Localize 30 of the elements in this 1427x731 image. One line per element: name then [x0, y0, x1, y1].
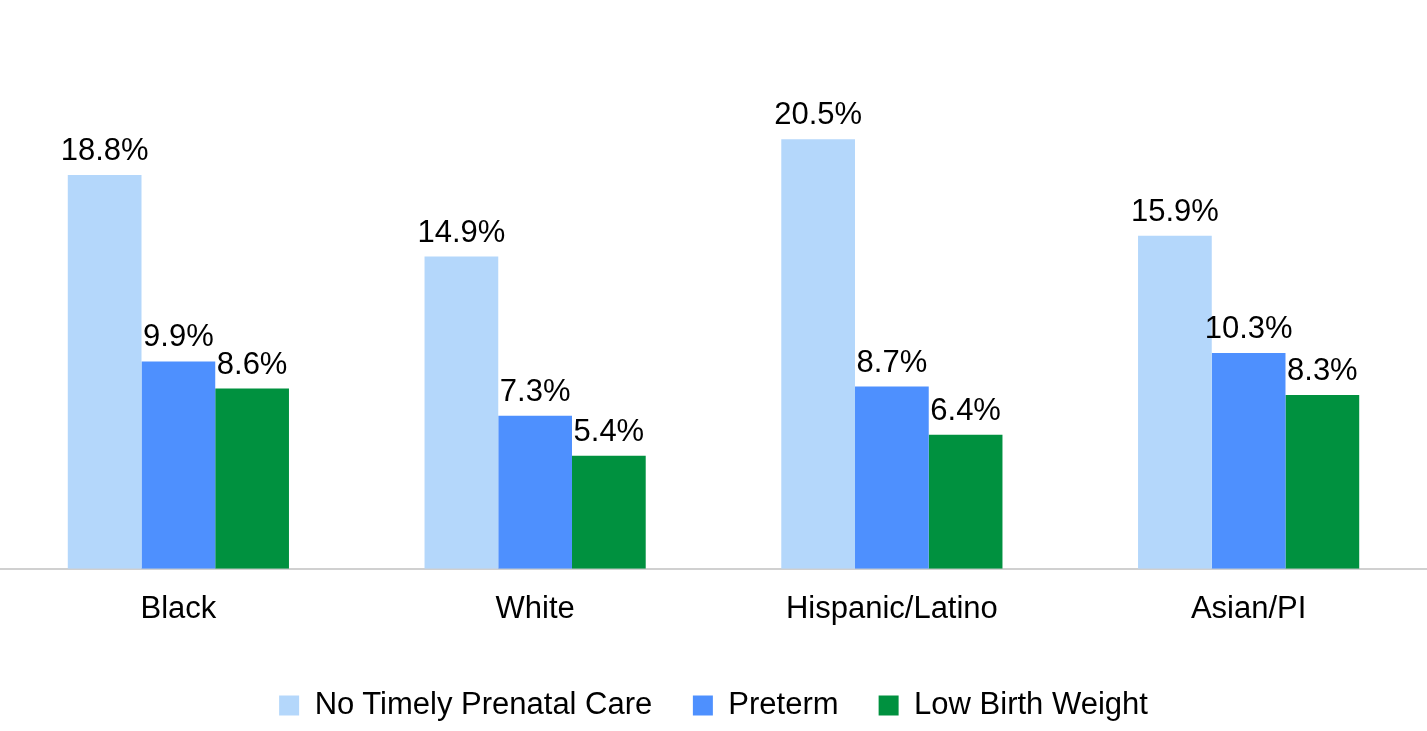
data-label: 6.4%	[930, 391, 1001, 427]
bar	[1285, 394, 1360, 569]
data-label: 5.4%	[573, 412, 645, 448]
data-label: 8.6%	[216, 345, 288, 381]
x-tick-label: Black	[140, 589, 217, 625]
data-label: 8.3%	[1287, 351, 1358, 387]
x-tick-label: White	[495, 589, 575, 625]
bar	[928, 434, 1003, 569]
data-label: 9.9%	[143, 318, 214, 354]
data-label: 20.5%	[774, 96, 863, 132]
bar	[498, 415, 572, 569]
x-tick-label: Asian/PI	[1190, 589, 1307, 625]
data-label: 7.3%	[499, 372, 571, 408]
bar	[67, 174, 142, 569]
bar	[215, 388, 289, 569]
bar	[424, 256, 499, 569]
data-label: 14.9%	[417, 213, 506, 249]
legend-label: Preterm	[728, 686, 839, 722]
bar	[571, 455, 646, 569]
data-label: 18.8%	[60, 131, 149, 167]
data-label: 10.3%	[1204, 310, 1293, 346]
data-label: 15.9%	[1130, 192, 1219, 228]
data-label: 8.7%	[856, 343, 928, 379]
bar	[141, 361, 216, 569]
legend-label: Low Birth Weight	[914, 686, 1149, 722]
legend-label: No Timely Prenatal Care	[314, 686, 653, 722]
bar	[781, 139, 856, 569]
x-tick-label: Hispanic/Latino	[785, 589, 998, 625]
bar	[855, 386, 929, 569]
bar	[1211, 352, 1286, 569]
